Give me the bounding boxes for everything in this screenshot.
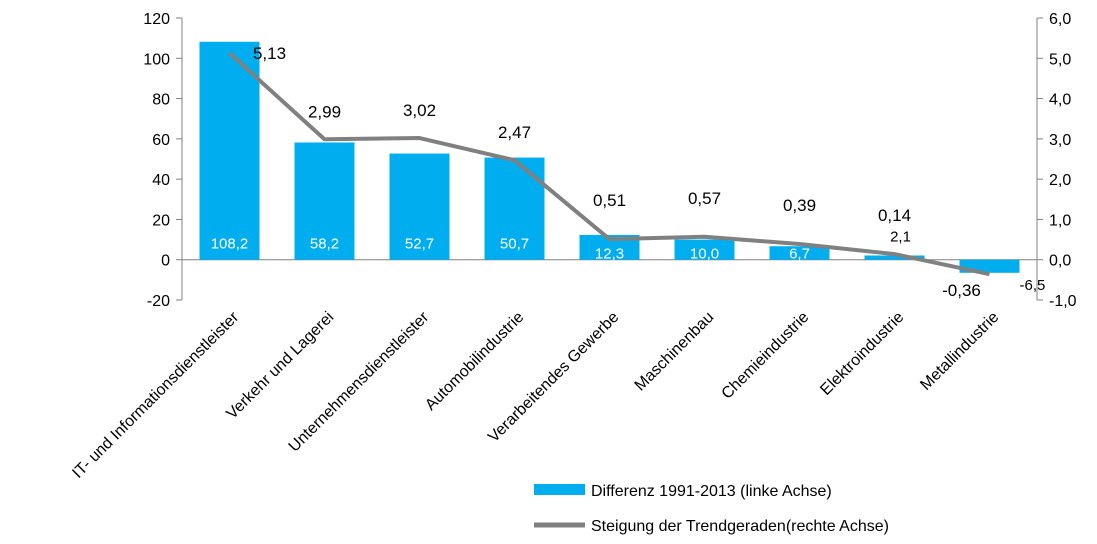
left-tick-label: 100 (143, 51, 170, 68)
line-value-label: 2,47 (498, 123, 531, 142)
bar-series (199, 41, 1020, 273)
line-value-label: 0,14 (878, 206, 911, 225)
right-tick-label: 0,0 (1049, 253, 1071, 270)
category-label: IT- und Informationsdienstleister (69, 308, 242, 481)
category-label: Maschinenbau (632, 309, 718, 395)
bar (769, 246, 830, 260)
bar (674, 239, 735, 260)
axes: -20 0 20 40 60 80 100 120 -1,0 0,0 1,0 2,0 3,0 4,0 5,0… (143, 11, 1076, 310)
line-value-label: 0,39 (783, 196, 816, 215)
line-value-label: -0,36 (942, 281, 981, 300)
line-value-label: 2,99 (308, 102, 341, 121)
category-label: Elektroindustrie (817, 309, 907, 399)
bar-value-label: 58,2 (310, 236, 339, 253)
left-tick-label: 20 (152, 212, 170, 229)
line-value-label: 0,57 (688, 189, 721, 208)
right-tick-label: 5,0 (1049, 51, 1071, 68)
right-tick-label: -1,0 (1049, 293, 1077, 310)
left-tick-label: 60 (152, 132, 170, 149)
left-tick-label: 120 (143, 11, 170, 28)
category-labels: IT- und InformationsdienstleisterVerkehr… (69, 308, 1002, 481)
bar-value-label: 52,7 (405, 236, 434, 253)
bar-value-label: 108,2 (211, 236, 249, 253)
legend-label-line: Steigung der Trendgeraden(rechte Achse) (591, 518, 889, 535)
left-tick-label: 40 (152, 172, 170, 189)
bar-value-label: 6,7 (789, 246, 810, 263)
line-value-label: 5,13 (253, 44, 286, 63)
right-tick-label: 2,0 (1049, 172, 1071, 189)
right-tick-label: 3,0 (1049, 132, 1071, 149)
right-tick-label: 6,0 (1049, 11, 1071, 28)
category-label: Chemieindustrie (719, 309, 813, 403)
bar-value-label: 50,7 (500, 236, 529, 253)
bar (199, 41, 260, 260)
bar (294, 142, 355, 260)
legend-swatch-bar (534, 484, 585, 495)
left-tick-label: 0 (161, 253, 170, 270)
category-label: Verkehr und Lagerei (223, 309, 337, 423)
bar-value-label: 10,0 (690, 246, 719, 263)
right-tick-label: 4,0 (1049, 92, 1071, 109)
left-tick-label: 80 (152, 92, 170, 109)
legend-label-bar: Differenz 1991-2013 (linke Achse) (591, 483, 832, 500)
bar-value-label: -6,5 (1020, 277, 1046, 294)
legend: Differenz 1991-2013 (linke Achse) Steigu… (534, 483, 889, 535)
trend-line (228, 51, 990, 277)
line-value-label: 0,51 (593, 191, 626, 210)
bar-value-label: 2,1 (890, 228, 911, 245)
category-label: Metallindustrie (917, 309, 1002, 394)
line-value-label: 3,02 (403, 101, 436, 120)
bar (389, 153, 450, 260)
category-label: Automobilindustrie (422, 309, 527, 414)
bar (864, 255, 925, 260)
trend-line-series (228, 51, 990, 277)
right-tick-label: 1,0 (1049, 212, 1071, 229)
left-tick-label: -20 (147, 293, 170, 310)
bar-value-label: 12,3 (595, 246, 624, 263)
data-labels: 108,2 58,2 52,7 50,7 12,3 10,0 6,7 2,1 -6,5 5,13 2… (211, 44, 1046, 300)
